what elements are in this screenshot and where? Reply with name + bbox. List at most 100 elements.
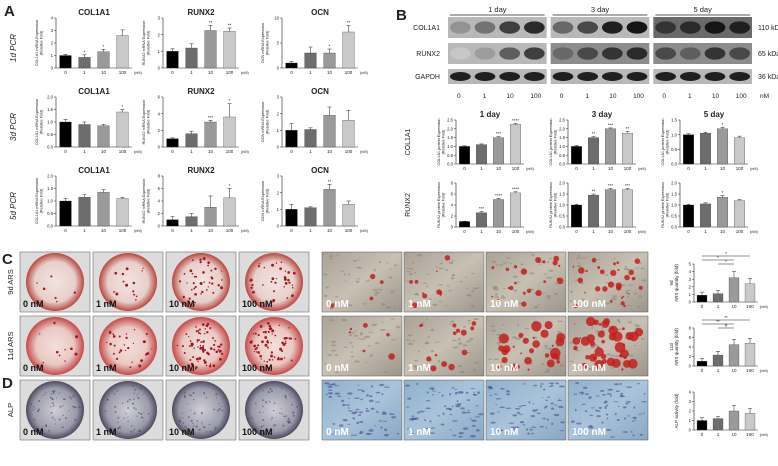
ars-spot [193, 287, 196, 290]
cell-texture [634, 419, 637, 421]
mineral-nodule [546, 359, 555, 368]
ars-spot [281, 341, 284, 344]
alp-spot [30, 403, 32, 406]
cell-texture [489, 385, 491, 388]
significance-mark: * [722, 122, 724, 127]
cell-texture [441, 394, 444, 397]
panel-letter-d: D [2, 375, 13, 392]
cell-texture [430, 427, 436, 429]
cell-texture [536, 412, 541, 415]
alp-spot [48, 429, 50, 432]
y-tick-label: 2 [451, 214, 454, 219]
cell-texture [327, 354, 333, 356]
cell-texture [347, 273, 351, 276]
ars-spot [283, 337, 287, 340]
ars-spot [258, 263, 261, 265]
cell-texture [374, 425, 376, 427]
alp-spot [64, 399, 67, 401]
cell-texture [545, 295, 551, 298]
alp-spot [133, 388, 136, 391]
cell-texture [503, 287, 506, 290]
ars-spot [118, 335, 121, 338]
mineral-nodule [509, 285, 514, 291]
bar [728, 277, 740, 303]
ars-spot [188, 297, 191, 300]
cell-texture [347, 423, 351, 425]
bar [493, 137, 504, 165]
significance-mark: **** [512, 186, 519, 191]
cell-texture [426, 391, 429, 394]
cell-texture [346, 392, 353, 395]
cell-texture [353, 330, 357, 332]
mineral-nodule [515, 364, 520, 369]
ars-spot [64, 349, 66, 351]
ars-spot [190, 288, 193, 291]
y-axis-label: RUNX2 mRNA Expression [142, 100, 146, 145]
ars-spot [271, 263, 275, 267]
alp-spot [280, 387, 283, 389]
y-axis-label: OCN mRNA Expression [261, 181, 265, 221]
cell-texture [609, 394, 612, 397]
blot-band [499, 21, 521, 34]
y-axis-label: COL1A1 mRNA Expression [35, 178, 39, 224]
cell-texture [640, 267, 645, 270]
cell-texture [368, 344, 371, 347]
cell-texture [431, 390, 437, 392]
cell-texture [367, 433, 373, 435]
cell-texture [638, 295, 642, 298]
cell-texture [493, 296, 500, 298]
x-tick-label: 1 [309, 149, 312, 154]
y-tick-label: 6 [158, 186, 161, 191]
panel-letter-c: C [2, 251, 13, 268]
ars-spot [195, 330, 198, 333]
cell-texture [556, 345, 559, 349]
chart-title: OCN [311, 8, 329, 17]
mineral-nodule [607, 281, 615, 288]
alp-spot [269, 388, 272, 391]
cell-texture [544, 347, 548, 350]
cell-texture [455, 404, 462, 406]
ars-spot [121, 272, 125, 276]
chart-title: COL1A1 [78, 87, 110, 96]
ars-spot [207, 261, 211, 265]
cell-texture [578, 391, 585, 394]
cell-texture [543, 345, 549, 347]
bar [59, 200, 72, 227]
ars-spot [208, 281, 211, 284]
cell-texture [581, 403, 586, 406]
cell-texture [636, 325, 641, 328]
blot-band [449, 72, 471, 81]
y-tick-label: 10 [274, 16, 279, 21]
cell-texture [335, 254, 340, 256]
well-disc [26, 253, 84, 311]
cell-texture [596, 395, 600, 397]
y-tick-label: 2.0 [447, 126, 453, 131]
ars-spot [281, 349, 284, 353]
cell-texture [633, 344, 637, 347]
cell-texture [393, 306, 396, 309]
mineral-nodule [412, 302, 418, 309]
cell-texture [478, 413, 484, 416]
mineral-nodule [532, 340, 540, 348]
mineral-nodule [585, 354, 590, 360]
ars-spot [199, 348, 202, 350]
y-tick-label: 1 [689, 418, 692, 423]
ars-spot [194, 301, 196, 304]
cell-texture [448, 290, 453, 292]
blot-band [474, 72, 496, 81]
bar [166, 138, 179, 148]
y-axis-label: COL1A1 mRNA Expression [35, 99, 39, 145]
ars-spot [206, 322, 210, 326]
x-tick-label: 1 [83, 149, 86, 154]
cell-texture [611, 297, 617, 301]
mineral-nodule [524, 356, 532, 365]
cell-texture [396, 433, 399, 435]
blot-conc-label: 100 [530, 93, 541, 100]
panel-letter-b: B [396, 7, 407, 24]
cell-texture [576, 265, 582, 268]
alp-spot [203, 425, 206, 429]
cell-texture [529, 272, 535, 275]
mineral-nodule [610, 269, 617, 277]
mineral-nodule [422, 293, 428, 299]
